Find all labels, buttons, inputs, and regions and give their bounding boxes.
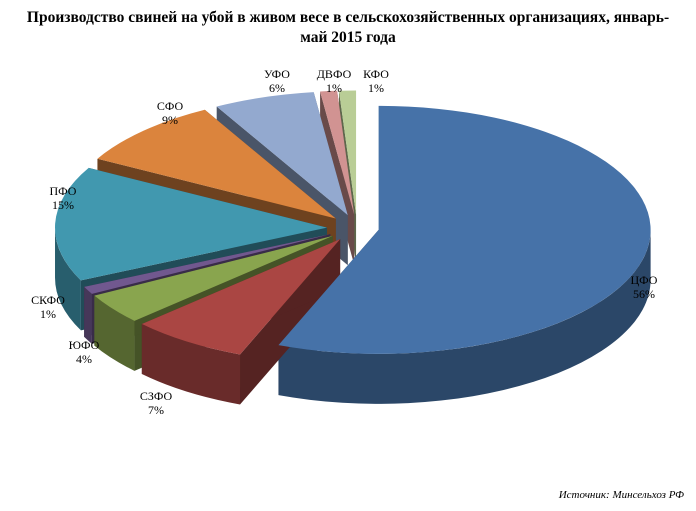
label-value-0: 56% (633, 287, 655, 301)
slice-СФО (97, 109, 336, 219)
label-value-5: 9% (162, 113, 178, 127)
chart-title-line-2: май 2015 года (300, 29, 396, 46)
label-value-7: 1% (326, 81, 342, 95)
slice-ЦФО (278, 105, 651, 354)
slice-rim-0-0 (278, 229, 651, 404)
pie-tops (55, 90, 651, 355)
label-value-1: 7% (148, 403, 164, 417)
label-category-0: ЦФО (631, 273, 658, 287)
label-value-3: 1% (40, 307, 56, 321)
label-value-6: 6% (269, 81, 285, 95)
slice-wall-2-1 (94, 235, 333, 346)
label-value-8: 1% (368, 81, 384, 95)
slice-УФО (216, 92, 348, 216)
slice-rim-1-0 (141, 324, 241, 405)
slice-СЗФО (141, 239, 341, 355)
label-category-8: КФО (363, 67, 389, 81)
label-value-2: 4% (76, 352, 92, 366)
label-category-2: ЮФО (69, 338, 100, 352)
chart-title: Производство свиней на убой в живом весе… (0, 8, 696, 48)
slice-ДВФО (320, 90, 355, 215)
slice-ПФО (55, 167, 328, 281)
label-category-5: СФО (157, 99, 184, 113)
slice-rim-4-0 (55, 227, 81, 331)
label-value-4: 15% (52, 198, 74, 212)
slice-rim-3-0 (84, 286, 92, 344)
label-category-4: ПФО (50, 184, 77, 198)
label-category-1: СЗФО (140, 389, 173, 403)
chart-title-line-1: Производство свиней на убой в живом весе… (26, 9, 670, 26)
slice-КФО (338, 90, 357, 215)
slice-ЮФО (94, 235, 333, 321)
pie-labels: ЦФО56%СЗФО7%ЮФО4%СКФО1%ПФО15%СФО9%УФО6%Д… (31, 67, 658, 417)
label-category-7: ДВФО (317, 67, 352, 81)
slice-СКФО (84, 234, 331, 294)
label-category-6: УФО (264, 67, 290, 81)
source-note: Источник: Минсельхоз РФ (558, 489, 684, 501)
label-category-3: СКФО (31, 293, 65, 307)
slice-rim-2-0 (94, 295, 135, 371)
